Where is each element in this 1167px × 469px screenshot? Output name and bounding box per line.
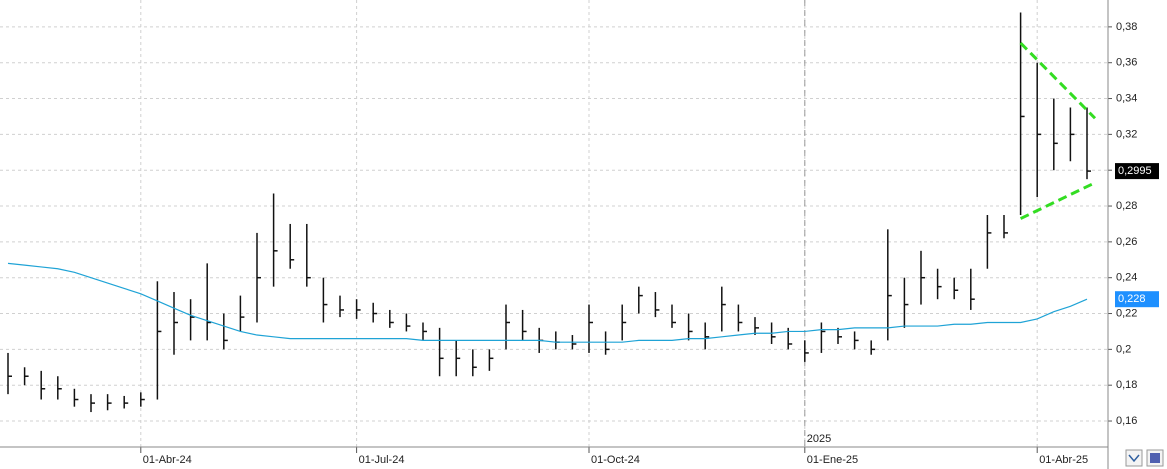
x-tick-label: 01-Ene-25 [807,454,858,466]
y-tick-label: 0,18 [1116,379,1137,391]
x-tick-label: 01-Oct-24 [591,454,640,466]
price-tag [1115,163,1159,180]
zoom-button[interactable] [1125,449,1143,467]
y-tick-label: 0,24 [1116,272,1137,284]
moving-average [7,262,1088,343]
price-tag [1115,291,1159,308]
x-tick-label: 01-Abr-24 [143,454,192,466]
y-tick-label: 0,16 [1116,415,1137,427]
price-tag-label: 0,228 [1118,293,1146,305]
x-tick-label: 01-Jul-24 [359,454,405,466]
scroll-buttons[interactable] [1125,449,1164,467]
y-tick-label: 0,2 [1116,343,1131,355]
zoom-icon [1128,454,1140,463]
y-tick-label: 0,32 [1116,128,1137,140]
price-tag-label: 0,2995 [1118,165,1152,177]
year-label: 2025 [807,433,831,445]
y-tick-label: 0,22 [1116,307,1137,319]
trendline [1019,41,1097,120]
y-tick-label: 0,38 [1116,21,1137,33]
y-tick-label: 0,26 [1116,236,1137,248]
save-icon [1150,453,1160,463]
y-tick-label: 0,28 [1116,200,1137,212]
y-tick-label: 0,34 [1116,92,1137,104]
x-tick-label: 01-Abr-25 [1039,454,1088,466]
y-tick-label: 0,36 [1116,57,1137,69]
